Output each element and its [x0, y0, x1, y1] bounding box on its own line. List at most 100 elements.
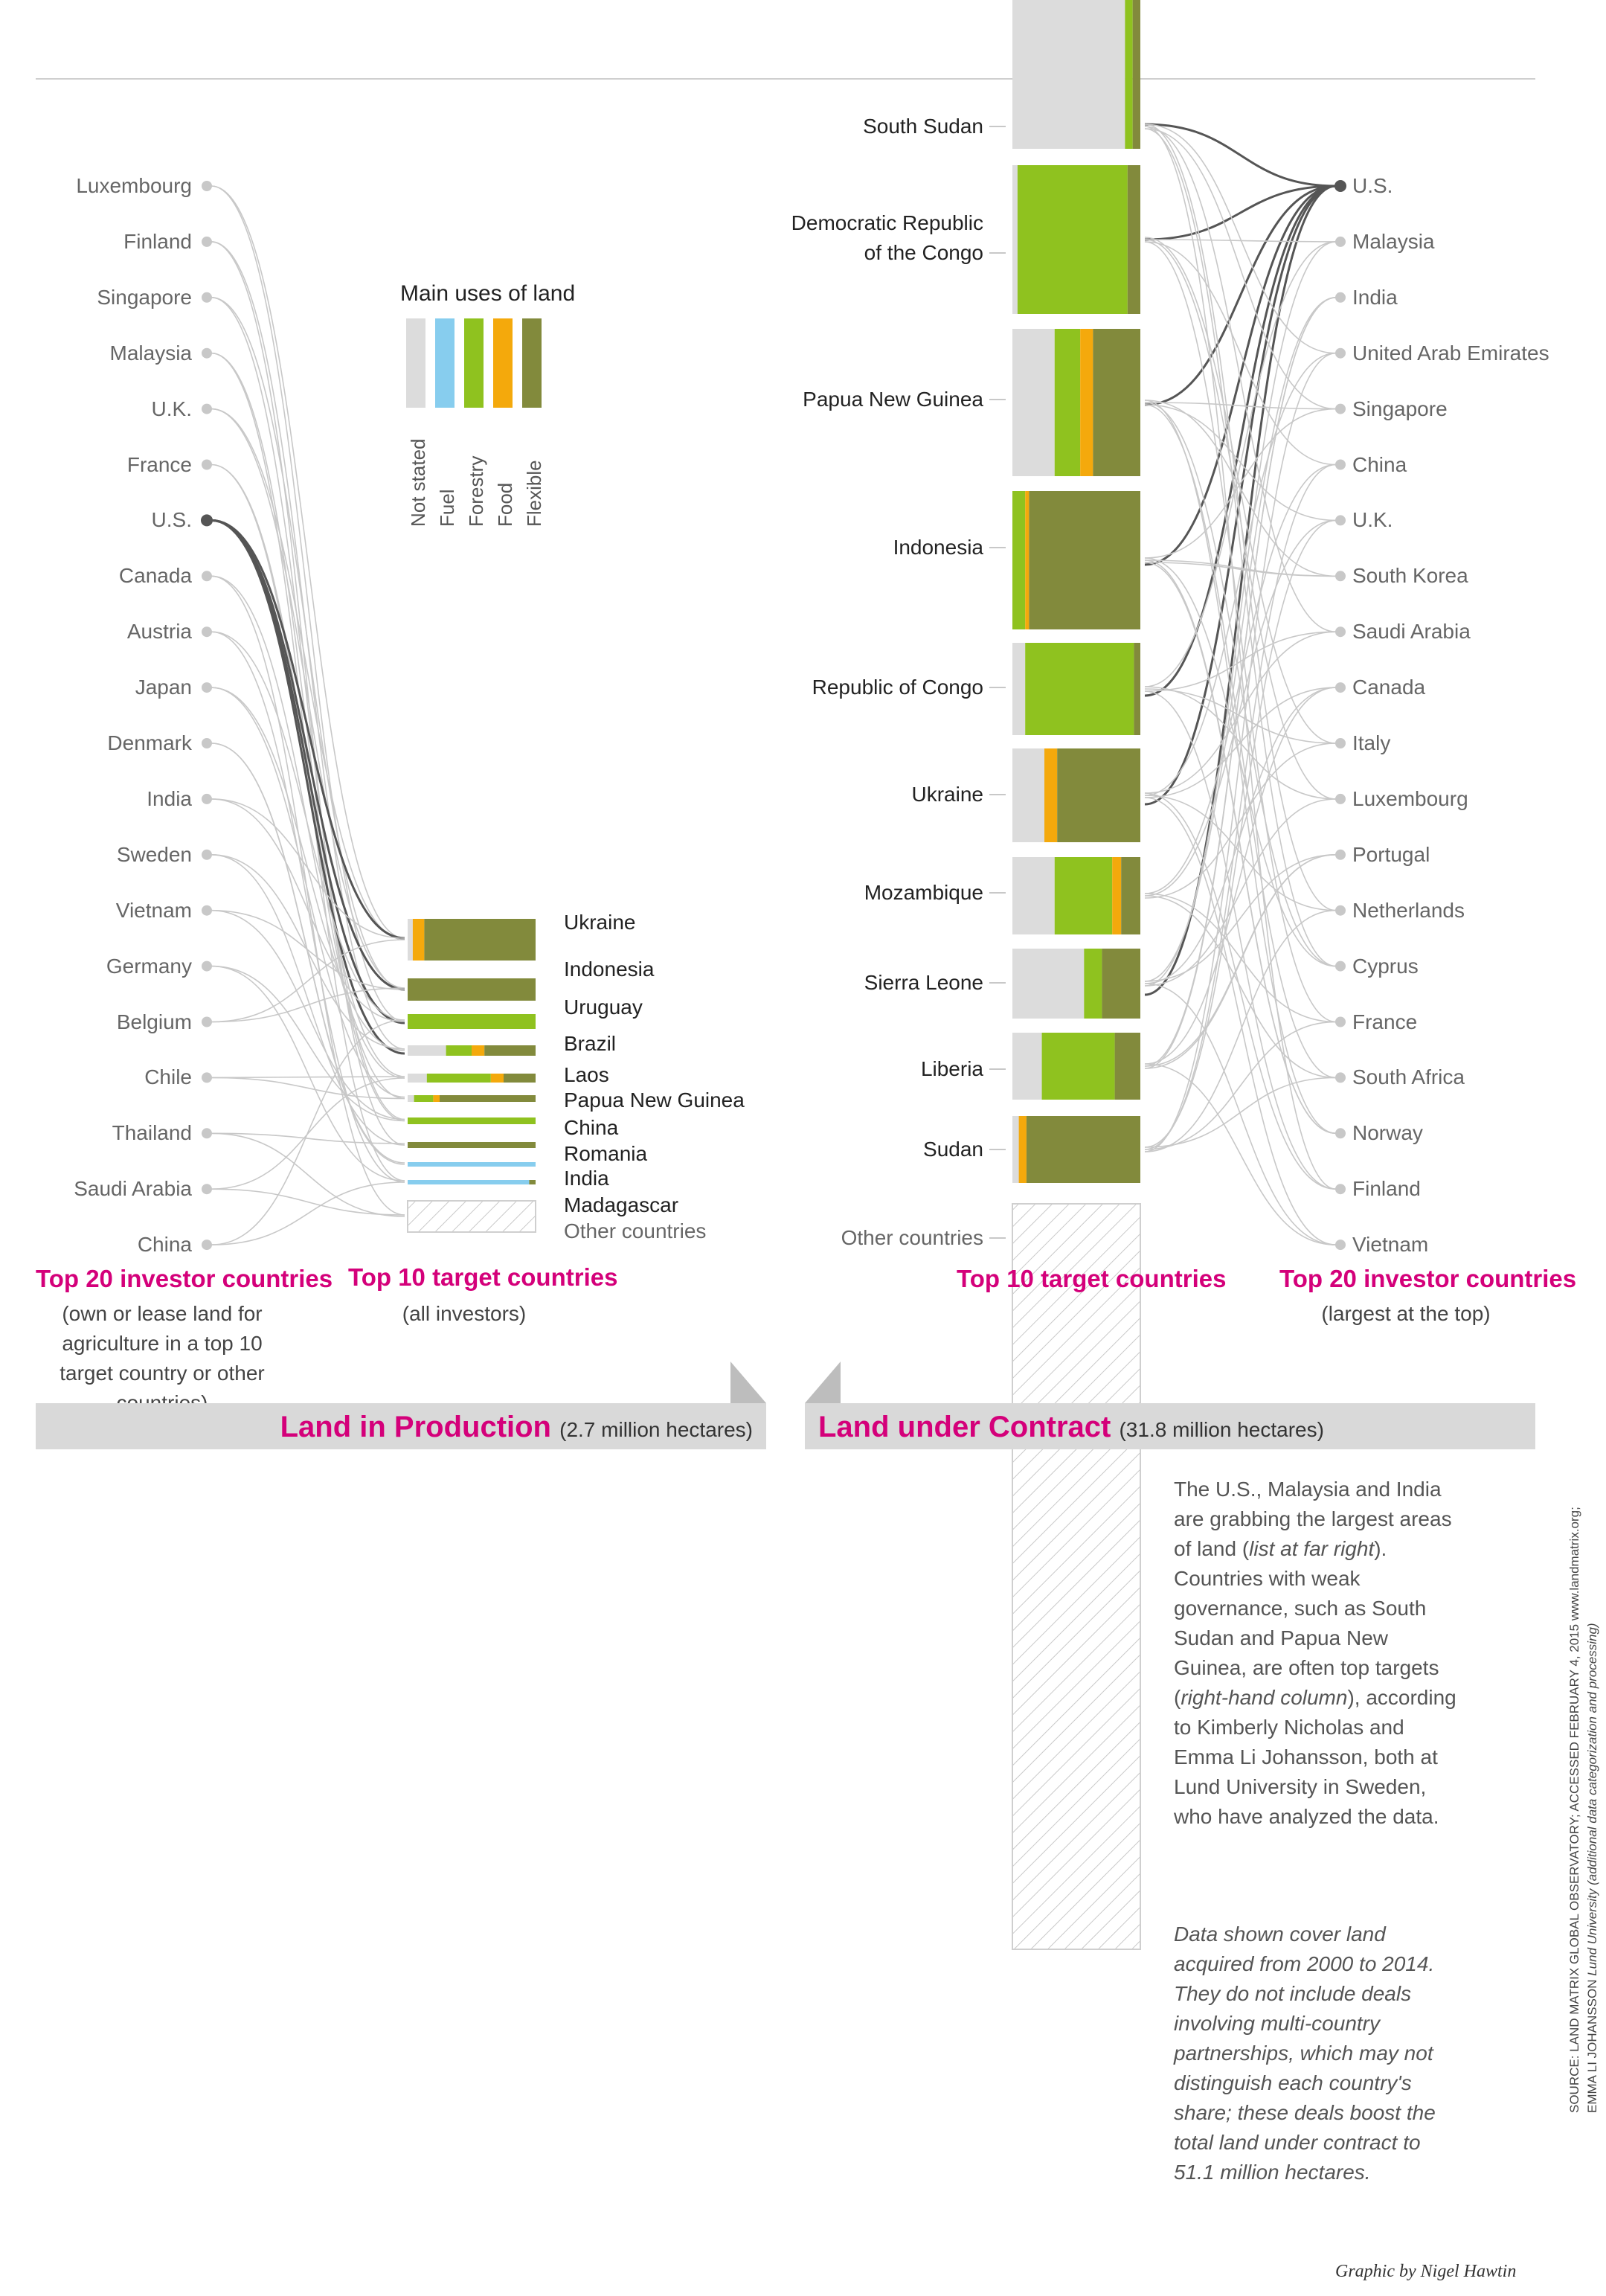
flow-link-u-k-1	[211, 408, 405, 989]
target-label-drc-line-1: Democratic Republic	[791, 211, 983, 234]
source-note: SOURCE: LAND MATRIX GLOBAL OBSERVATORY; …	[1566, 1507, 1602, 2113]
flow-link-u-s-0	[211, 519, 405, 940]
investor-label-vietnam: Vietnam	[115, 898, 192, 922]
bar-segment-mozambique-flexible	[1121, 857, 1140, 934]
flow-link-malaysia-1	[1144, 239, 1337, 243]
bar-segment-papua-new-guinea-flexible	[1093, 329, 1140, 476]
investor-dot-u-s	[201, 514, 213, 527]
flow-link-saudi-arabia-0	[1144, 126, 1337, 632]
flow-link-u-k-2	[1144, 404, 1337, 522]
investor-dot-u-k	[202, 403, 212, 414]
flow-link-japan-5	[211, 687, 405, 1098]
bar-segment-indonesia-flexible	[408, 978, 536, 1001]
target-label-ukraine: Ukraine	[564, 911, 636, 934]
investor-label-u-s: U.S.	[1352, 174, 1393, 197]
flow-link-u-s-0	[1144, 123, 1337, 187]
flow-link-canada-7	[1144, 687, 1337, 984]
investor-label-canada: Canada	[118, 564, 192, 588]
flow-link-u-k-0	[211, 408, 405, 940]
bar-segment-liberia-forestry	[1041, 1033, 1115, 1100]
investor-dot-south-korea	[1335, 571, 1346, 582]
flow-link-united-arab-emirates-0	[1144, 124, 1337, 354]
investor-dot-vietnam	[1335, 1240, 1346, 1251]
investor-dot-norway	[1335, 1128, 1346, 1139]
banner-land-in-production: Land in Production (2.7 million hectares…	[36, 1403, 766, 1449]
investor-label-china: China	[137, 1233, 192, 1257]
flow-link-saudi-arabia-10	[211, 1188, 405, 1216]
banner-detail: (2.7 million hectares)	[559, 1418, 753, 1441]
bar-segment-ukraine-not-stated	[1012, 748, 1044, 842]
flow-link-u-k-6	[1144, 519, 1337, 897]
investor-dot-portugal	[1335, 849, 1346, 860]
target-label-papua-new-guinea: Papua New Guinea	[564, 1088, 745, 1112]
investor-label-sweden: Sweden	[116, 842, 192, 866]
flow-link-finland-5	[1144, 792, 1337, 1190]
left-investors-title: Top 20 investor countries	[36, 1265, 333, 1292]
banner-arrow-right	[805, 1362, 841, 1403]
legend-label-not-stated: Not stated	[407, 438, 429, 527]
flow-link-luxembourg-2	[211, 185, 405, 1022]
target-label-south-sudan: South Sudan	[863, 115, 983, 138]
investor-dot-u-k	[1335, 515, 1346, 526]
investor-dot-netherlands	[1335, 905, 1346, 916]
investor-dot-united-arab-emirates	[1335, 347, 1346, 359]
source-line-2: EMMA LI JOHANSSON Lund University (addit…	[1585, 1623, 1599, 2113]
target-label-ukraine: Ukraine	[911, 783, 983, 806]
target-label-indonesia: Indonesia	[564, 958, 655, 981]
bar-segment-papua-new-guinea-forestry	[414, 1095, 434, 1102]
flow-link-belgium-1	[211, 987, 405, 1023]
flow-link-u-s-7	[1144, 185, 1337, 996]
bar-segment-republic-of-congo-flexible	[1134, 643, 1140, 735]
investor-dot-cyprus	[1335, 961, 1346, 972]
target-label-romania: Romania	[564, 1142, 648, 1165]
flow-link-china-6	[1144, 464, 1337, 894]
investor-dot-denmark	[202, 738, 212, 748]
banner-title-text: Land under Contract	[818, 1411, 1111, 1443]
investor-label-vietnam: Vietnam	[1352, 1233, 1429, 1257]
flow-link-thailand-7	[211, 1132, 405, 1144]
investor-label-france: France	[126, 452, 192, 476]
bar-segment-ukraine-flexible	[1057, 748, 1140, 842]
flow-link-vietnam-8	[1144, 1063, 1337, 1245]
target-label-uruguay: Uruguay	[564, 995, 643, 1019]
flow-link-netherlands-9	[1144, 909, 1337, 1152]
bar-segment-sierra-leone-flexible	[1102, 949, 1140, 1019]
flow-link-vietnam-1	[211, 909, 405, 990]
flow-link-sweden-7	[211, 854, 405, 1146]
legend-label-food: Food	[494, 482, 516, 527]
flow-link-singapore-2	[1144, 402, 1337, 410]
bar-segment-south-sudan-forestry	[1125, 0, 1133, 149]
flow-link-vietnam-5	[1144, 797, 1337, 1245]
investor-label-norway: Norway	[1352, 1121, 1423, 1145]
investor-dot-u-s	[1334, 180, 1346, 192]
investor-label-singapore: Singapore	[97, 285, 192, 309]
caveat-note: Data shown cover land acquired from 2000…	[1174, 1923, 1436, 2184]
bar-segment-democratic-republic-of-the-congo-forestry	[1017, 165, 1128, 314]
flow-link-u-s-1	[1144, 185, 1337, 241]
target-label-liberia: Liberia	[920, 1057, 983, 1080]
flow-link-chile-5	[211, 1077, 405, 1100]
investor-label-saudi-arabia: Saudi Arabia	[1352, 620, 1471, 644]
bar-segment-indonesia-food	[1025, 491, 1030, 629]
bar-segment-papua-new-guinea-not-stated	[1012, 329, 1055, 476]
investor-label-thailand: Thailand	[112, 1121, 192, 1145]
target-label-drc-line-2: of the Congo	[864, 241, 983, 264]
investor-dot-vietnam	[202, 905, 212, 916]
flow-link-italy-6	[1144, 743, 1337, 899]
bar-segment-laos-food	[490, 1074, 504, 1083]
bar-segment-south-sudan-flexible	[1132, 0, 1140, 149]
bar-segment-laos-flexible	[504, 1074, 536, 1083]
investor-label-portugal: Portugal	[1352, 842, 1430, 866]
graphic-credit: Graphic by Nigel Hawtin	[1335, 2262, 1517, 2281]
bar-segment-brazil-flexible	[484, 1045, 536, 1056]
banner-land-under-contract: Land under Contract (31.8 million hectar…	[805, 1403, 1535, 1449]
bar-other-countries-right	[1012, 1203, 1141, 1950]
flow-link-singapore-0	[1144, 128, 1337, 410]
investor-label-u-k: U.K.	[151, 397, 192, 420]
investor-dot-singapore	[1335, 403, 1346, 414]
legend-label-flexible: Flexible	[523, 460, 545, 527]
right-investors-title: Top 20 investor countries	[1279, 1265, 1577, 1292]
flow-link-austria-2	[211, 631, 405, 1021]
investor-dot-china	[202, 1240, 212, 1251]
left-targets-title: Top 10 target countries	[348, 1263, 618, 1291]
